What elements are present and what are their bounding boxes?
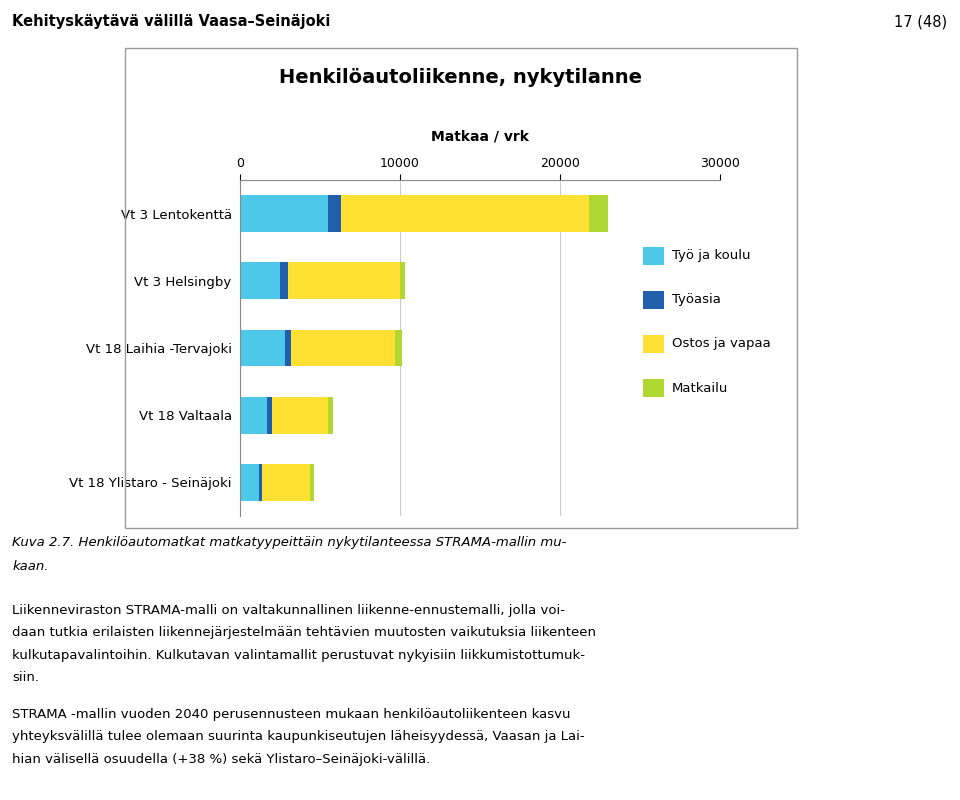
Bar xyxy=(262,464,310,501)
Bar xyxy=(588,195,608,232)
Text: siin.: siin. xyxy=(12,671,39,684)
Bar xyxy=(240,397,267,434)
Bar xyxy=(240,464,259,501)
Text: hian välisellä osuudella (+38 %) sekä Ylistaro–Seinäjoki-välillä.: hian välisellä osuudella (+38 %) sekä Yl… xyxy=(12,753,431,766)
Text: Työasia: Työasia xyxy=(672,294,721,306)
Text: Liikenneviraston STRAMA-malli on valtakunnallinen liikenne-ennustemalli, jolla v: Liikenneviraston STRAMA-malli on valtaku… xyxy=(12,604,565,617)
Bar xyxy=(328,397,333,434)
Text: kulkutapavalintoihin. Kulkutavan valintamallit perustuvat nykyisiin liikkumistot: kulkutapavalintoihin. Kulkutavan valinta… xyxy=(12,649,586,662)
Bar xyxy=(240,262,280,299)
Bar xyxy=(285,330,291,366)
Bar xyxy=(267,397,272,434)
Bar xyxy=(396,330,401,366)
Bar xyxy=(328,195,341,232)
Bar xyxy=(240,330,285,366)
Text: 17 (48): 17 (48) xyxy=(895,14,948,30)
Text: STRAMA -mallin vuoden 2040 perusennusteen mukaan henkilöautoliikenteen kasvu: STRAMA -mallin vuoden 2040 perusennustee… xyxy=(12,708,571,721)
Bar xyxy=(291,330,396,366)
Bar xyxy=(272,397,328,434)
Text: Matkailu: Matkailu xyxy=(672,382,729,394)
Bar xyxy=(310,464,314,501)
Bar xyxy=(341,195,588,232)
Text: yhteyksvälillä tulee olemaan suurinta kaupunkiseutujen läheisyydessä, Vaasan ja : yhteyksvälillä tulee olemaan suurinta ka… xyxy=(12,730,585,743)
Bar xyxy=(400,262,405,299)
Bar xyxy=(240,195,328,232)
Text: Kuva 2.7. Henkilöautomatkat matkatyypeittäin nykytilanteessa STRAMA-mallin mu-: Kuva 2.7. Henkilöautomatkat matkatyypeit… xyxy=(12,536,566,549)
Bar xyxy=(280,262,288,299)
Bar xyxy=(288,262,400,299)
Text: Kehityskäytävä välillä Vaasa–Seinäjoki: Kehityskäytävä välillä Vaasa–Seinäjoki xyxy=(12,14,331,30)
Text: kaan.: kaan. xyxy=(12,560,49,573)
Text: Henkilöautoliikenne, nykytilanne: Henkilöautoliikenne, nykytilanne xyxy=(279,68,642,87)
Text: daan tutkia erilaisten liikennejärjestelmään tehtävien muutosten vaikutuksia lii: daan tutkia erilaisten liikennejärjestel… xyxy=(12,626,596,639)
Text: Ostos ja vapaa: Ostos ja vapaa xyxy=(672,338,771,350)
Bar xyxy=(259,464,262,501)
Text: Työ ja koulu: Työ ja koulu xyxy=(672,250,751,262)
Text: Matkaa / vrk: Matkaa / vrk xyxy=(431,129,529,143)
